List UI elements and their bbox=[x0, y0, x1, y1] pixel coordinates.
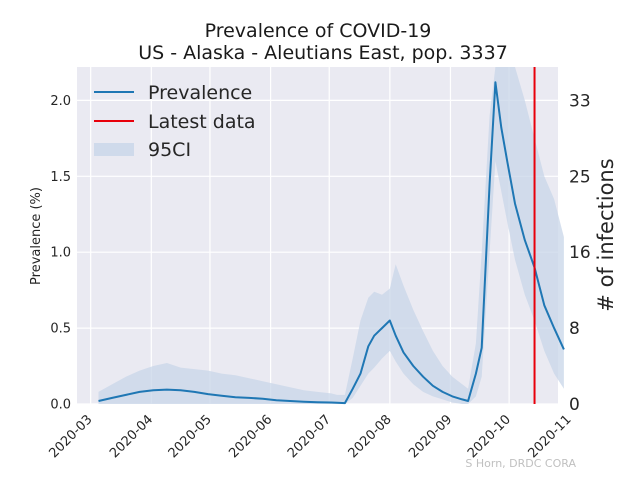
chart-title-line2: US - Alaska - Aleutians East, pop. 3337 bbox=[138, 42, 508, 64]
y-tick-label: 0.0 bbox=[50, 398, 71, 413]
x-tick-label: 2020-05 bbox=[166, 412, 215, 461]
x-tick-label: 2020-04 bbox=[107, 412, 156, 461]
legend-label-latest: Latest data bbox=[148, 111, 256, 133]
credit-text: S Horn, DRDC CORA bbox=[465, 457, 576, 470]
x-tick-label: 2020-11 bbox=[526, 412, 575, 461]
x-tick-label: 2020-09 bbox=[406, 412, 455, 461]
x-ticks: 2020-03 2020-04 2020-05 2020-06 2020-07 2020-… bbox=[46, 412, 574, 461]
right-axis-label: # of infections bbox=[594, 158, 618, 311]
legend-label-ci: 95CI bbox=[148, 139, 191, 161]
x-tick-label: 2020-03 bbox=[46, 412, 95, 461]
right-tick-label: 25 bbox=[569, 167, 591, 187]
y-ticks: 0.0 0.5 1.0 1.5 2.0 bbox=[50, 94, 71, 413]
right-ticks: 0 8 16 25 33 bbox=[569, 91, 591, 415]
y-tick-label: 2.0 bbox=[50, 94, 71, 109]
y-tick-label: 0.5 bbox=[50, 322, 71, 337]
legend-label-prevalence: Prevalence bbox=[148, 82, 252, 104]
y-axis-label: Prevalence (%) bbox=[29, 187, 44, 285]
right-tick-label: 0 bbox=[569, 395, 580, 415]
x-tick-label: 2020-07 bbox=[285, 412, 334, 461]
y-tick-label: 1.0 bbox=[50, 246, 71, 261]
legend-swatch-ci bbox=[94, 143, 134, 156]
x-tick-label: 2020-08 bbox=[346, 412, 395, 461]
right-tick-label: 8 bbox=[569, 319, 580, 339]
right-tick-label: 33 bbox=[569, 91, 591, 111]
x-tick-label: 2020-10 bbox=[465, 412, 514, 461]
chart-title-line1: Prevalence of COVID-19 bbox=[205, 20, 432, 42]
x-tick-label: 2020-06 bbox=[226, 412, 275, 461]
right-tick-label: 16 bbox=[569, 243, 591, 263]
y-tick-label: 1.5 bbox=[50, 170, 71, 185]
